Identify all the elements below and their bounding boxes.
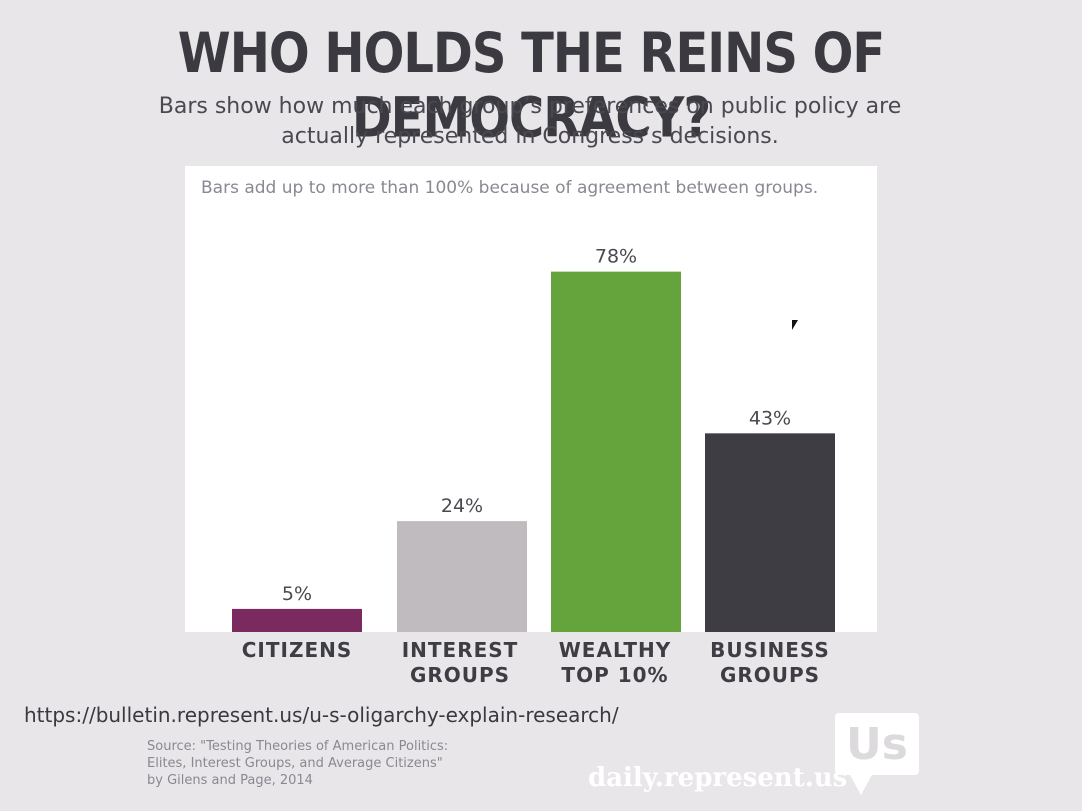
bar	[397, 521, 527, 632]
brand-watermark: daily.represent.us	[588, 763, 848, 793]
chart-note: Bars add up to more than 100% because of…	[201, 178, 819, 198]
bar	[705, 433, 835, 632]
chart-subtitle: Bars show how much each group’s preferen…	[158, 94, 902, 149]
category-label: BUSINESS GROUPS	[710, 638, 830, 687]
represent-us-logo: Us	[835, 713, 919, 795]
category-label: CITIZENS	[241, 638, 353, 662]
category-label: INTEREST GROUPS	[401, 638, 519, 687]
bar	[232, 608, 362, 632]
bar-value-label: 5%	[282, 583, 312, 605]
category-label: WEALTHY TOP 10%	[558, 638, 672, 687]
source-url-link[interactable]: https://bulletin.represent.us/u-s-oligar…	[24, 703, 619, 727]
bar	[551, 271, 681, 632]
source-citation: Source: "Testing Theories of American Po…	[147, 739, 449, 788]
chart-panel: Bars add up to more than 100% because of…	[185, 166, 877, 632]
chart-title: WHO HOLDS THE REINS OF DEMOCRACY?	[177, 21, 885, 151]
bar-value-label: 78%	[595, 246, 637, 268]
mouse-cursor-icon	[792, 320, 798, 330]
logo-mark: Us	[846, 719, 908, 770]
bar-value-label: 24%	[441, 495, 483, 517]
bar-chart: 5% 24% 78% 43%	[232, 246, 835, 632]
bar-value-label: 43%	[749, 407, 791, 429]
